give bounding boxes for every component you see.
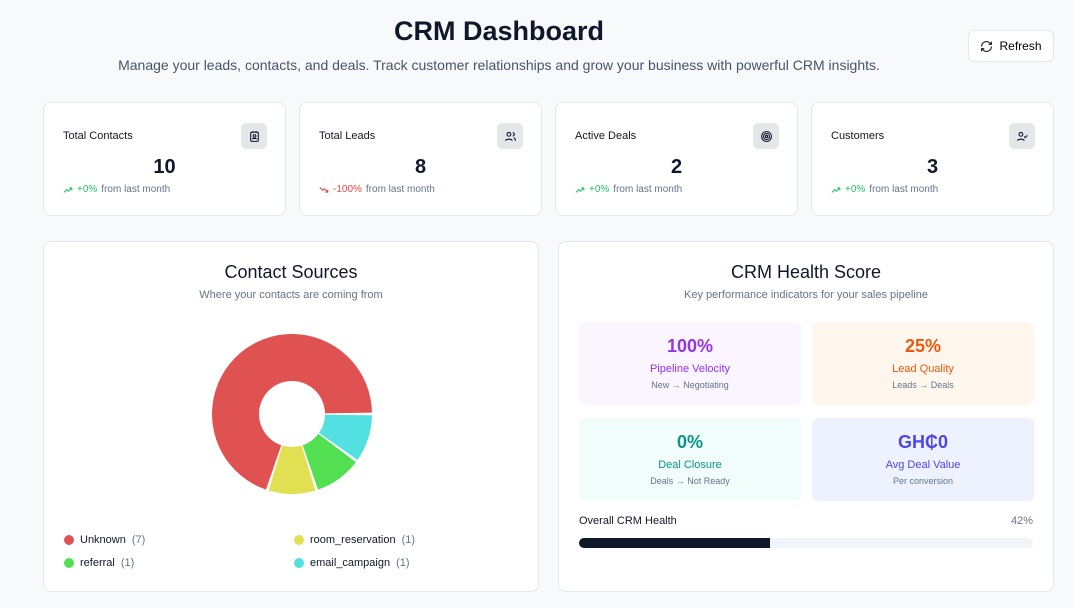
trending-down-icon bbox=[319, 186, 329, 193]
legend-label: referral bbox=[80, 557, 115, 569]
crm-health-subtitle: Key performance indicators for your sale… bbox=[684, 289, 928, 301]
legend-label: Unknown bbox=[80, 534, 126, 546]
contact-sources-donut bbox=[212, 334, 372, 494]
contact-icon bbox=[241, 123, 267, 149]
refresh-button[interactable]: Refresh bbox=[968, 30, 1054, 62]
legend-count: (1) bbox=[120, 557, 135, 569]
stat-card: Total Contacts 10 +0% from last month bbox=[43, 102, 286, 216]
trending-up-icon bbox=[63, 186, 73, 193]
contact-sources-title: Contact Sources bbox=[224, 262, 358, 282]
legend-label: email_campaign bbox=[310, 557, 391, 569]
kpi-card: GH₵0 Avg Deal Value Per conversion bbox=[812, 418, 1034, 501]
kpi-label: Avg Deal Value bbox=[885, 459, 961, 471]
kpi-subtext: Per conversion bbox=[892, 476, 954, 486]
stat-title: Total Leads bbox=[319, 130, 376, 142]
stat-value: 2 bbox=[670, 156, 683, 178]
stat-value: 3 bbox=[926, 156, 939, 178]
legend-swatch bbox=[294, 535, 304, 545]
target-icon bbox=[753, 123, 779, 149]
kpi-label: Deal Closure bbox=[658, 459, 722, 471]
contact-sources-panel: Contact Sources Where your contacts are … bbox=[43, 241, 539, 592]
legend-label: room_reservation bbox=[310, 534, 396, 546]
stat-title: Customers bbox=[831, 130, 885, 142]
crm-health-title: CRM Health Score bbox=[730, 262, 882, 282]
stat-change: +0% bbox=[589, 184, 610, 195]
trending-up-icon bbox=[831, 186, 841, 193]
stat-change-suffix: from last month bbox=[101, 184, 171, 195]
stat-change: +0% bbox=[77, 184, 98, 195]
legend-item: email_campaign (1) bbox=[294, 557, 410, 569]
donut-slice-referral[interactable] bbox=[302, 433, 356, 490]
overall-health-label: Overall CRM Health bbox=[579, 515, 677, 527]
user-check-icon bbox=[1009, 123, 1035, 149]
kpi-subtext: Leads → Deals bbox=[892, 380, 954, 390]
stat-change: +0% bbox=[845, 184, 866, 195]
page-subtitle: Manage your leads, contacts, and deals. … bbox=[118, 57, 880, 73]
refresh-icon bbox=[981, 40, 993, 52]
kpi-card: 100% Pipeline Velocity New → Negotiating bbox=[579, 322, 801, 405]
donut-slice-room_reservation[interactable] bbox=[268, 445, 316, 494]
stat-card: Active Deals 2 +0% from last month bbox=[555, 102, 798, 216]
stat-value: 8 bbox=[414, 156, 427, 178]
legend-count: (1) bbox=[401, 534, 416, 546]
legend-item: Unknown (7) bbox=[64, 534, 145, 546]
users-icon bbox=[497, 123, 523, 149]
stat-change: -100% bbox=[333, 184, 362, 195]
legend-count: (7) bbox=[131, 534, 146, 546]
crm-health-panel: CRM Health Score Key performance indicat… bbox=[558, 241, 1054, 592]
overall-health-value: 42% bbox=[1010, 515, 1033, 527]
kpi-value: GH₵0 bbox=[897, 432, 948, 452]
stat-change-suffix: from last month bbox=[365, 184, 435, 195]
kpi-subtext: New → Negotiating bbox=[651, 380, 729, 390]
stat-change-suffix: from last month bbox=[869, 184, 939, 195]
overall-health-fill bbox=[579, 538, 770, 548]
kpi-subtext: Deals → Not Ready bbox=[650, 476, 730, 486]
stat-card: Customers 3 +0% from last month bbox=[811, 102, 1054, 216]
kpi-label: Pipeline Velocity bbox=[649, 363, 731, 375]
donut-slice-Unknown[interactable] bbox=[212, 334, 372, 490]
stat-card: Total Leads 8 -100% from last month bbox=[299, 102, 542, 216]
kpi-card: 0% Deal Closure Deals → Not Ready bbox=[579, 418, 801, 501]
stat-value: 10 bbox=[153, 156, 176, 178]
legend-swatch bbox=[64, 558, 74, 568]
legend-swatch bbox=[294, 558, 304, 568]
page-title: CRM Dashboard bbox=[393, 16, 604, 46]
kpi-label: Lead Quality bbox=[892, 363, 954, 375]
legend-item: referral (1) bbox=[64, 557, 134, 569]
kpi-value: 25% bbox=[904, 336, 942, 356]
refresh-label: Refresh bbox=[999, 39, 1042, 53]
legend-item: room_reservation (1) bbox=[294, 534, 415, 546]
overall-health-progress bbox=[579, 538, 1033, 548]
kpi-card: 25% Lead Quality Leads → Deals bbox=[812, 322, 1034, 405]
legend-count: (1) bbox=[396, 557, 410, 569]
legend-swatch bbox=[64, 535, 74, 545]
contact-sources-subtitle: Where your contacts are coming from bbox=[199, 289, 383, 301]
kpi-value: 100% bbox=[666, 336, 714, 356]
stat-title: Active Deals bbox=[575, 130, 637, 142]
kpi-value: 0% bbox=[676, 432, 703, 452]
stat-change-suffix: from last month bbox=[613, 184, 683, 195]
donut-slice-email_campaign[interactable] bbox=[319, 414, 372, 460]
stat-title: Total Contacts bbox=[63, 130, 133, 142]
trending-up-icon bbox=[575, 186, 585, 193]
